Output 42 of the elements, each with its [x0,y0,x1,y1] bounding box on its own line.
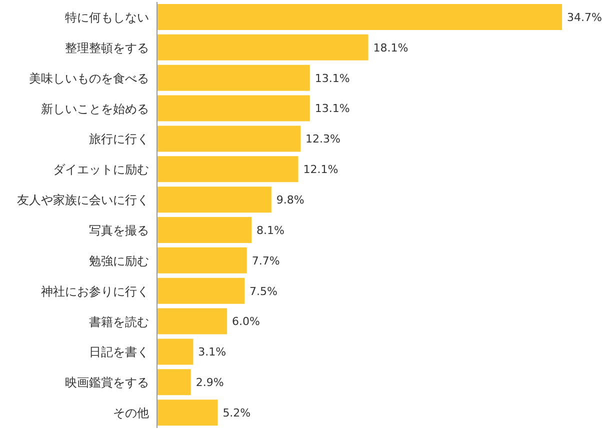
y-tick-label: 日記を書く [89,345,149,360]
bar [157,217,252,243]
bar [157,4,562,30]
y-tick-label: その他 [113,406,149,420]
data-label: 13.1% [314,72,350,85]
y-tick-label: ダイエットに励む [53,162,149,177]
y-tick-label: 新しいことを始める [41,102,149,116]
bar [157,369,191,396]
bar [157,186,272,213]
data-label: 2.9% [196,376,224,390]
data-label: 13.1% [314,102,350,116]
bar [157,400,218,426]
bar [157,156,298,182]
data-label: 12.1% [303,163,338,176]
y-tick-label: 整理整頓をする [65,40,149,55]
data-label: 8.1% [256,224,284,237]
data-label: 3.1% [198,346,226,359]
y-tick-label: 神社にお参りに行く [41,284,149,298]
y-tick-label: 勉強に励む [89,254,149,268]
y-tick-label: 旅行に行く [89,132,149,146]
data-label: 34.7% [567,10,602,24]
bar [157,247,247,274]
bar [157,64,310,91]
y-tick-label: 友人や家族に会いに行く [17,193,149,208]
data-label: 6.0% [232,315,260,328]
y-tick-label: 特に何もしない [65,10,149,24]
data-label: 9.8% [276,193,304,206]
bar [157,338,194,365]
bar [157,278,245,304]
data-label: 7.7% [252,254,280,268]
bar [157,308,228,334]
bar [157,34,368,60]
data-label: 5.2% [222,406,251,420]
y-tick-label: 美味しいものを食べる [29,71,149,86]
bar [157,95,310,122]
data-label: 12.3% [306,132,341,146]
y-tick-label: 書籍を読む [89,314,149,329]
data-label: 7.5% [250,284,278,298]
y-tick-label: 写真を撮る [89,223,149,238]
y-tick-label: 映画鑑賞をする [65,376,149,390]
data-label: 18.1% [373,41,408,54]
bar [157,126,301,152]
